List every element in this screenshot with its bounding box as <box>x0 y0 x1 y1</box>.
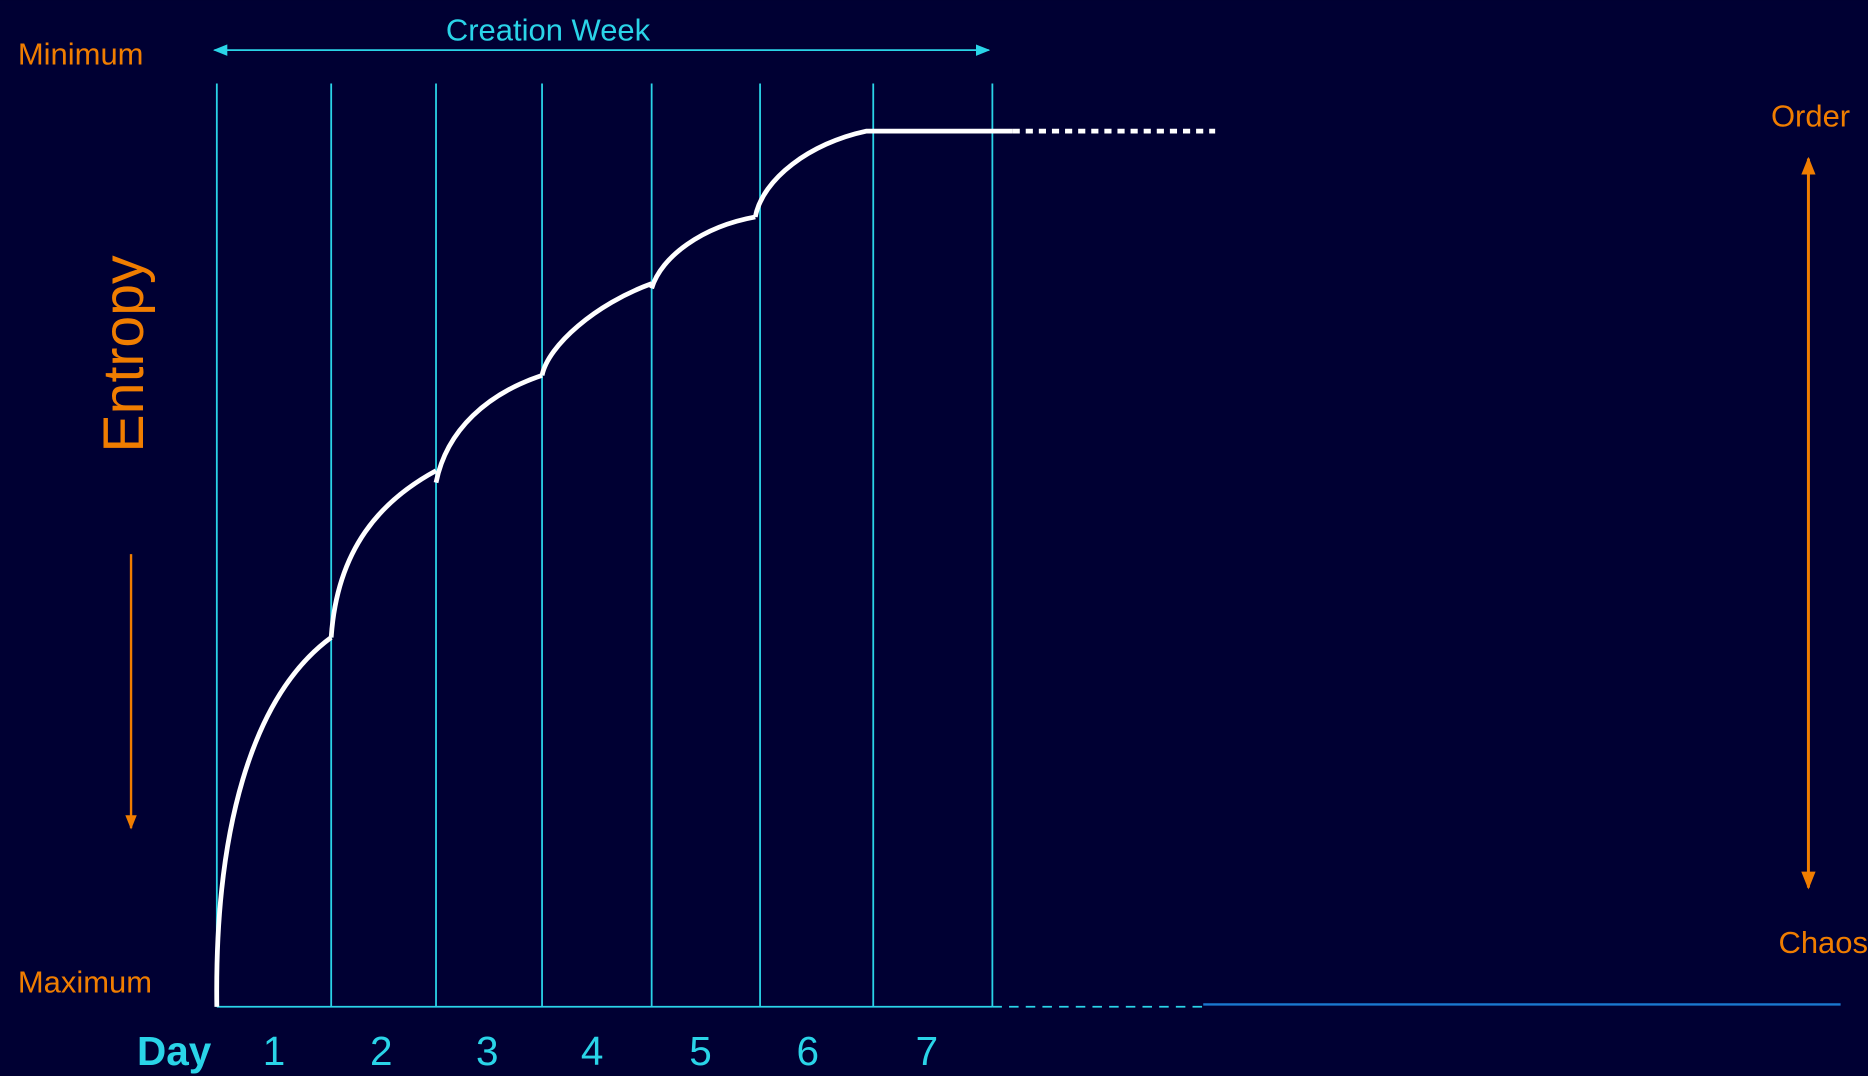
entropy-curve <box>214 128 1013 1007</box>
day-number: 2 <box>370 1028 393 1074</box>
maximum-label: Maximum <box>18 964 152 999</box>
minimum-label: Minimum <box>18 36 144 71</box>
day-number: 5 <box>689 1028 712 1074</box>
day-label: Day <box>137 1028 212 1074</box>
entropy-label: Entropy <box>92 255 156 452</box>
day-number: 4 <box>581 1028 604 1074</box>
chaos-label: Chaos <box>1778 925 1868 960</box>
day-number: 1 <box>263 1028 286 1074</box>
day-number: 3 <box>476 1028 499 1074</box>
day-number: 6 <box>796 1028 819 1074</box>
order-label: Order <box>1771 98 1850 133</box>
day-number: 7 <box>916 1028 939 1074</box>
title: Creation Week <box>446 13 651 48</box>
day-lines <box>215 83 994 1007</box>
